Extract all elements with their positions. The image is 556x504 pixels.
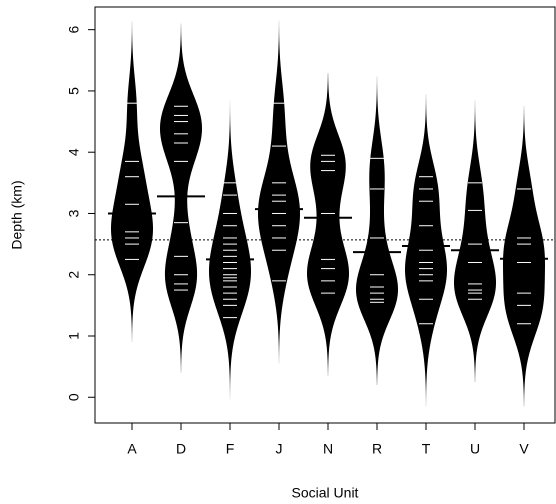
y-tick-label: 5 (66, 87, 82, 95)
y-tick-label: 4 (66, 148, 82, 156)
x-tick-label: V (519, 441, 529, 457)
x-tick-label: A (127, 441, 137, 457)
y-tick-label: 1 (66, 332, 82, 340)
bean (356, 76, 398, 386)
x-tick-label: N (323, 441, 333, 457)
plot-frame (94, 6, 556, 424)
bean (454, 100, 496, 382)
x-tick-label: U (470, 441, 480, 457)
x-tick-label: F (226, 441, 235, 457)
y-tick-label: 3 (66, 209, 82, 217)
bean (111, 21, 153, 343)
y-tick-label: 6 (66, 26, 82, 34)
x-tick-label: R (372, 441, 382, 457)
x-axis-label: Social Unit (292, 485, 359, 501)
x-tick-label: T (422, 441, 431, 457)
bean (307, 73, 349, 376)
y-tick-label: 0 (66, 393, 82, 401)
x-tick-label: D (176, 441, 186, 457)
y-tick-label: 2 (66, 271, 82, 279)
bean (258, 20, 300, 364)
x-tick-label: J (276, 441, 283, 457)
bean (160, 23, 202, 373)
bean (503, 106, 545, 407)
y-axis-label: Depth (km) (9, 180, 25, 249)
